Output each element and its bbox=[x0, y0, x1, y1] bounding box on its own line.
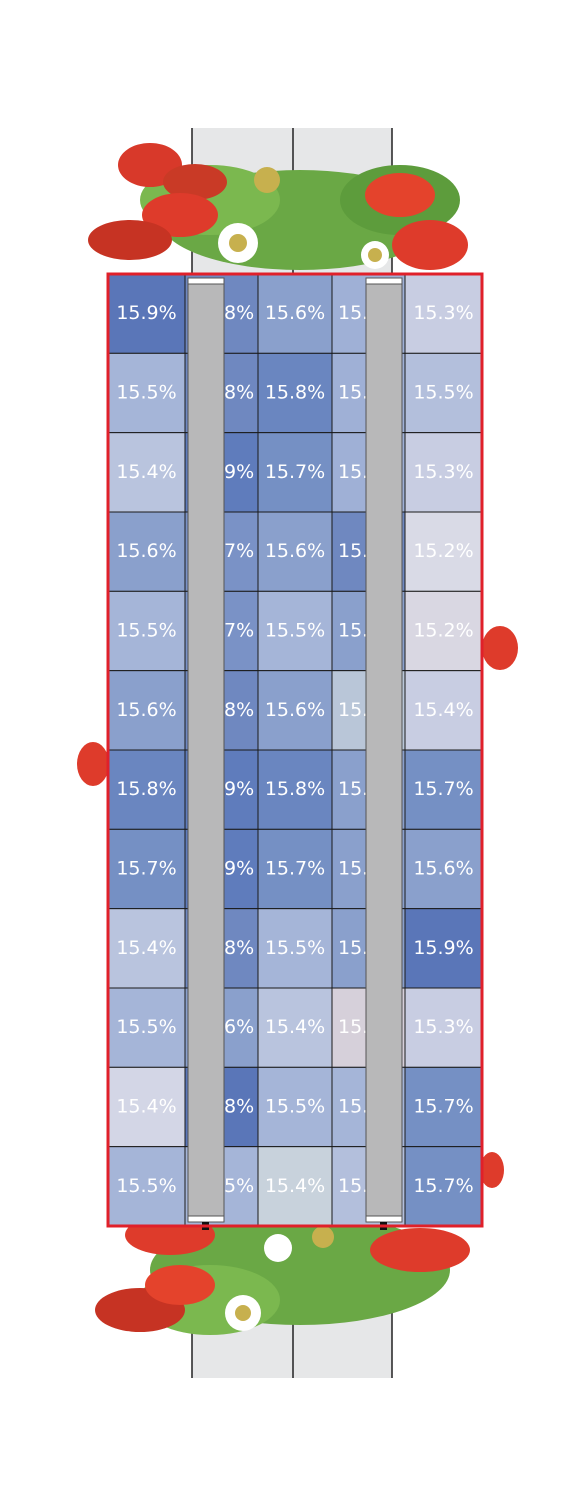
cell-value: 15.5% bbox=[413, 382, 473, 404]
cell-value: 15. bbox=[338, 858, 368, 880]
cell-value: 15.7% bbox=[265, 461, 325, 483]
cell-value: 6% bbox=[224, 1016, 254, 1038]
cell-value: 15. bbox=[338, 1175, 368, 1197]
cell-value: 15.4% bbox=[116, 937, 176, 959]
cell-value: 15.8% bbox=[265, 382, 325, 404]
cell-value: 9% bbox=[224, 461, 254, 483]
cell-value: 15.4% bbox=[413, 699, 473, 721]
cell bbox=[107, 908, 186, 989]
strawberry-side bbox=[77, 626, 518, 1188]
cell-value: 8% bbox=[224, 699, 254, 721]
cell-value: 15.4% bbox=[265, 1016, 325, 1038]
cell bbox=[404, 432, 483, 513]
cell-value: 15.6% bbox=[265, 540, 325, 562]
cell bbox=[107, 1066, 186, 1148]
cell-value: 9% bbox=[224, 858, 254, 880]
strawberry-plants-top bbox=[88, 143, 468, 270]
cell-value: 15.3% bbox=[413, 1016, 473, 1038]
cell-value: 15.6% bbox=[116, 540, 176, 562]
cell bbox=[404, 1146, 483, 1227]
cell bbox=[107, 987, 186, 1068]
cell bbox=[404, 908, 483, 989]
right-pole bbox=[365, 277, 403, 1230]
cell-value: 15.6% bbox=[116, 699, 176, 721]
cell-value: 15. bbox=[338, 699, 368, 721]
cell bbox=[257, 352, 333, 434]
cell-value: 15.2% bbox=[413, 620, 473, 642]
cell-value: 15. bbox=[338, 937, 368, 959]
cell-value: 15.8% bbox=[116, 778, 176, 800]
cell-value: 15.5% bbox=[116, 1016, 176, 1038]
cell bbox=[107, 432, 186, 513]
cell-value: 15.7% bbox=[413, 1175, 473, 1197]
cell-value: 15. bbox=[338, 1016, 368, 1038]
cell bbox=[404, 590, 483, 672]
cell-value: 15.7% bbox=[413, 778, 473, 800]
cell-value: 15. bbox=[338, 1096, 368, 1118]
cell-value: 7% bbox=[224, 620, 254, 642]
cell-value: 15.5% bbox=[265, 1096, 325, 1118]
cell bbox=[404, 352, 483, 434]
cell-value: 15.8% bbox=[265, 778, 325, 800]
cell bbox=[107, 749, 186, 830]
cell-value: 15.4% bbox=[265, 1175, 325, 1197]
cell-value: 15.7% bbox=[413, 1096, 473, 1118]
cell bbox=[257, 511, 333, 592]
cell-value: 15.6% bbox=[265, 699, 325, 721]
cell bbox=[404, 749, 483, 830]
cell bbox=[107, 352, 186, 434]
cell-value: 15.6% bbox=[265, 302, 325, 324]
cell bbox=[404, 828, 483, 910]
cell-value: 15.5% bbox=[116, 1175, 176, 1197]
strawberry-plants-bottom bbox=[95, 1215, 470, 1335]
cell-value: 15.4% bbox=[116, 461, 176, 483]
cell bbox=[107, 1146, 186, 1227]
cell-value: 15. bbox=[338, 302, 368, 324]
cell-value: 15.2% bbox=[413, 540, 473, 562]
cell-value: 15.5% bbox=[116, 382, 176, 404]
plot-border bbox=[106, 272, 484, 1228]
cell bbox=[257, 1146, 333, 1227]
cell-value: 15.3% bbox=[413, 461, 473, 483]
cell-value: 15.7% bbox=[265, 858, 325, 880]
left-pole bbox=[187, 277, 225, 1230]
cell-value: 15.4% bbox=[116, 1096, 176, 1118]
cell-value: 15.5% bbox=[265, 937, 325, 959]
cell-grid: 15.9% 8% 15.6% 15. 15.3%15.5% 8% 15.8% 15. 15.5%… bbox=[107, 273, 483, 1227]
cell bbox=[257, 432, 333, 513]
cell-value: 15. bbox=[338, 382, 368, 404]
cell bbox=[404, 987, 483, 1068]
cell-value: 8% bbox=[224, 302, 254, 324]
cell-value: 15. bbox=[338, 461, 368, 483]
cell bbox=[257, 828, 333, 910]
cell-value: 15.6% bbox=[413, 858, 473, 880]
cell bbox=[404, 670, 483, 751]
cell-value: 15. bbox=[338, 540, 368, 562]
cell-value: 15. bbox=[338, 620, 368, 642]
cell-value: 15.9% bbox=[413, 937, 473, 959]
cell-value: 8% bbox=[224, 382, 254, 404]
cell bbox=[257, 273, 333, 354]
cell-value: 15.7% bbox=[116, 858, 176, 880]
cell-value: 8% bbox=[224, 937, 254, 959]
cell bbox=[257, 908, 333, 989]
cell-value: 15. bbox=[338, 778, 368, 800]
cell-value: 15.5% bbox=[265, 620, 325, 642]
cell-value: 15.3% bbox=[413, 302, 473, 324]
cell bbox=[107, 670, 186, 751]
cell-value: 5% bbox=[224, 1175, 254, 1197]
cell-value: 8% bbox=[224, 1096, 254, 1118]
cell-value: 15.9% bbox=[116, 302, 176, 324]
cell-value: 15.5% bbox=[116, 620, 176, 642]
cell-value: 7% bbox=[224, 540, 254, 562]
cell-value: 9% bbox=[224, 778, 254, 800]
